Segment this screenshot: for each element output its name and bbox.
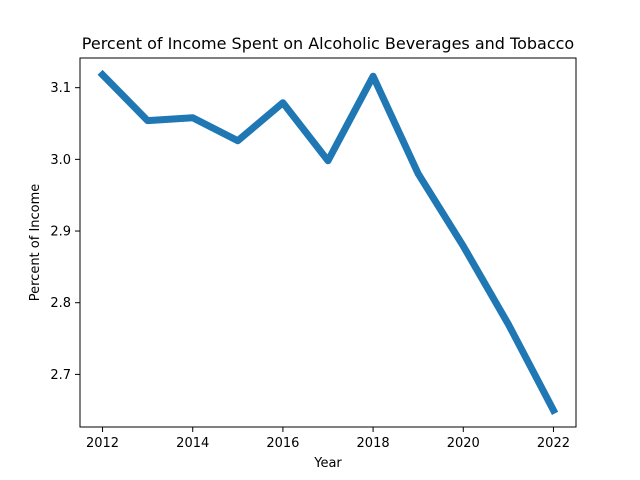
plot-area <box>97 69 559 415</box>
x-tick-label: 2020 <box>447 436 480 451</box>
y-tick-label: 2.9 <box>50 225 71 240</box>
x-tick-label: 2018 <box>357 436 390 451</box>
y-tick-label: 2.8 <box>50 296 71 311</box>
series-line-0 <box>97 69 559 415</box>
x-tick-label: 2014 <box>176 436 209 451</box>
axes-frame <box>79 57 577 428</box>
x-tick-label: 2012 <box>86 436 119 451</box>
y-axis: 2.7 2.8 2.9 3.0 3.1 <box>50 81 80 383</box>
x-tick-label: 2022 <box>537 436 570 451</box>
y-tick-label: 3.1 <box>50 81 71 96</box>
x-axis: 2012 2014 2016 2018 2020 2022 <box>86 427 570 451</box>
y-axis-label: Percent of Income <box>28 184 43 302</box>
y-tick-label: 2.7 <box>50 368 71 383</box>
y-tick-label: 3.0 <box>50 153 71 168</box>
x-axis-label: Year <box>313 456 342 471</box>
chart-title: Percent of Income Spent on Alcoholic Bev… <box>82 34 574 53</box>
x-tick-label: 2016 <box>266 436 299 451</box>
